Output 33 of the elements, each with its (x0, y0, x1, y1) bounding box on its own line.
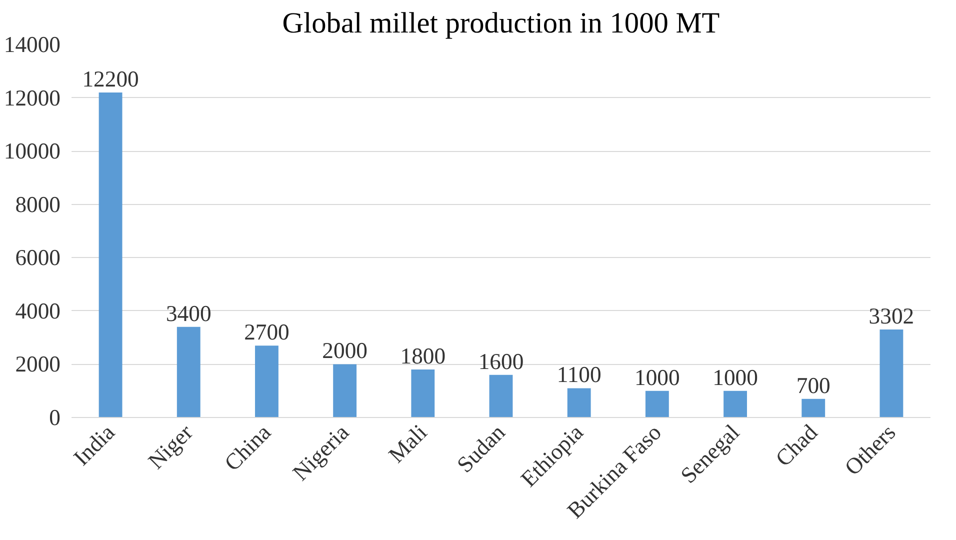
y-tick-label: 14000 (4, 32, 60, 57)
bar (98, 92, 122, 418)
bar (802, 398, 826, 418)
data-label: 1000 (634, 364, 680, 390)
data-label: 1800 (400, 344, 446, 369)
data-label: 3400 (166, 300, 212, 326)
bar (489, 374, 513, 418)
y-tick-label: 12000 (4, 85, 60, 110)
data-label: 1000 (712, 364, 758, 390)
data-label: 12200 (82, 66, 139, 92)
bar (645, 390, 669, 418)
bar (880, 330, 904, 418)
data-label: 1100 (556, 362, 602, 388)
y-tick-label: 0 (49, 405, 60, 430)
y-tick-label: 2000 (15, 352, 60, 377)
data-label: 2000 (322, 338, 368, 364)
data-label: 2700 (244, 320, 290, 345)
x-tick-label: India (68, 420, 120, 470)
data-label: 700 (796, 372, 830, 398)
y-tick-label: 10000 (4, 138, 60, 164)
bar (333, 364, 357, 418)
bar (411, 370, 435, 418)
chart-title: Global millet production in 1000 MT (282, 8, 720, 40)
y-tick-label: 6000 (15, 245, 60, 270)
data-label: 1600 (478, 348, 524, 374)
bar (567, 388, 591, 418)
y-tick-label: 8000 (15, 192, 60, 217)
data-label: 3302 (868, 304, 914, 329)
y-tick-label: 4000 (15, 298, 60, 324)
x-tick-label: Mali (384, 420, 432, 468)
bar (176, 326, 200, 418)
bar (255, 346, 278, 418)
bar (724, 390, 747, 418)
